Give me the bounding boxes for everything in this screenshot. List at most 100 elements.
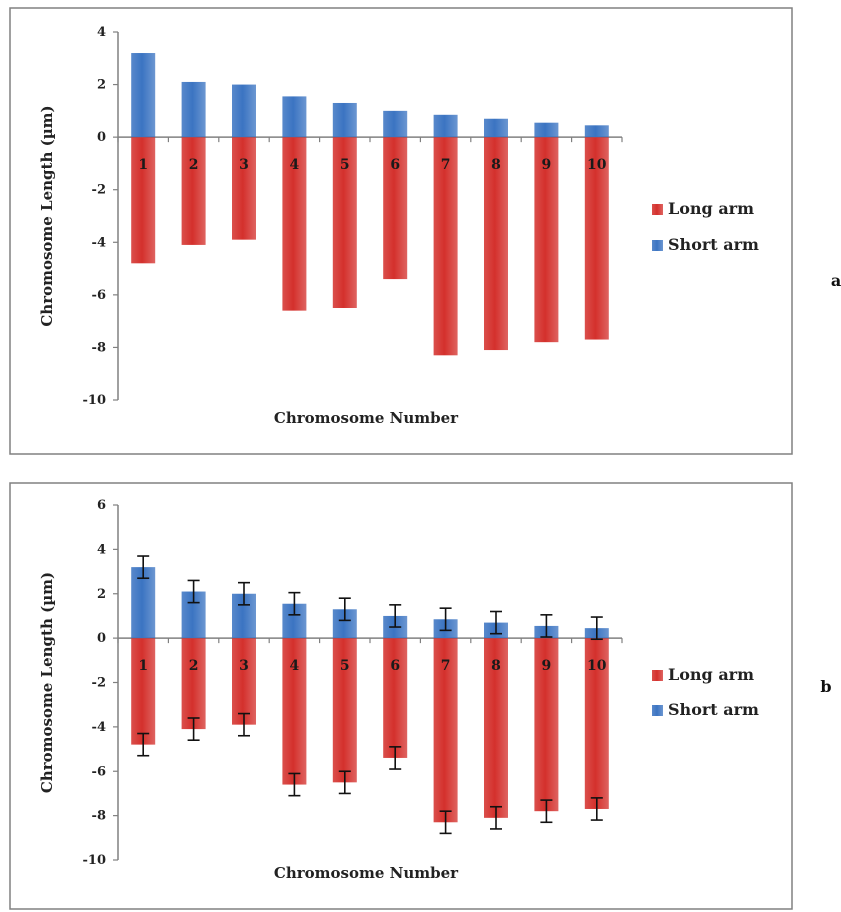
bar-long-arm — [181, 638, 206, 730]
y-tick-label: -8 — [92, 340, 106, 355]
bar-long-arm — [332, 137, 357, 308]
panel-label: a — [831, 271, 841, 290]
bar-long-arm — [383, 137, 408, 280]
bar-long-arm — [232, 137, 256, 240]
y-tick-label: -10 — [83, 393, 107, 408]
chart-a: 4 2 0 -2 -4 -6 -8 -10 1 2 3 4 5 6 7 8 9 10 Chromosome Numb… — [9, 7, 841, 455]
error-bar — [389, 746, 402, 770]
bar-short-arm — [131, 53, 156, 138]
x-tick-label: 9 — [542, 658, 552, 674]
x-tick-label: 1 — [138, 157, 148, 173]
y-tick-label: 4 — [97, 542, 106, 557]
y-axis-title: Chromosome Length (µm) — [38, 105, 56, 326]
bar-long-arm — [383, 638, 408, 758]
y-tick-label: -8 — [92, 809, 106, 824]
bar-short-arm — [181, 81, 206, 138]
y-tick-label: -6 — [92, 764, 106, 779]
y-axis-title: Chromosome Length (µm) — [38, 572, 56, 793]
bar-long-arm — [131, 638, 156, 745]
error-bar — [187, 579, 200, 604]
y-tick-label: 4 — [97, 25, 106, 40]
x-tick-label: 9 — [542, 157, 552, 173]
chart-panel-a: 4 2 0 -2 -4 -6 -8 -10 1 2 3 4 5 6 7 8 9 10 Chromosome Numb… — [9, 7, 841, 455]
bar-long-arm — [584, 638, 609, 809]
legend-swatch — [652, 705, 663, 716]
x-tick-label: 6 — [390, 658, 400, 674]
error-bar — [590, 797, 603, 821]
error-bar — [540, 799, 553, 824]
error-bar — [187, 717, 200, 741]
error-bar — [490, 610, 502, 635]
y-tick-label: -2 — [92, 676, 106, 691]
bar-short-arm — [332, 102, 357, 138]
error-bar — [238, 712, 250, 737]
bar-long-arm — [282, 638, 307, 785]
x-tick-label: 1 — [138, 658, 148, 674]
error-bar — [490, 805, 502, 830]
y-tick-label: -4 — [92, 720, 106, 735]
legend-label: Long arm — [668, 199, 754, 218]
x-tick-label: 2 — [189, 157, 199, 173]
x-tick-label: 4 — [290, 658, 300, 674]
y-tick-label: 0 — [97, 130, 106, 145]
x-tick-label: 3 — [239, 157, 249, 173]
x-tick-label: 5 — [340, 658, 350, 674]
bar-short-arm — [282, 96, 307, 138]
legend-label: Short arm — [668, 700, 759, 719]
x-tick-label: 10 — [587, 658, 607, 674]
x-tick-label: 8 — [491, 658, 501, 674]
y-tick-label: 0 — [97, 631, 106, 646]
bar-long-arm — [282, 137, 307, 311]
error-bar — [540, 614, 553, 638]
error-bar — [137, 732, 150, 757]
legend-label: Long arm — [668, 665, 754, 684]
x-tick-label: 2 — [189, 658, 199, 674]
y-tick-label: 6 — [97, 498, 106, 513]
error-bar — [288, 772, 301, 797]
bar-long-arm — [131, 137, 156, 264]
bar-short-arm — [232, 84, 256, 138]
y-tick-label: -2 — [92, 183, 106, 198]
error-bar — [590, 616, 603, 641]
x-axis-title: Chromosome Number — [274, 864, 459, 882]
x-tick-label: 10 — [587, 157, 607, 173]
legend-swatch — [652, 670, 663, 681]
error-bar — [288, 591, 301, 616]
bar-short-arm — [433, 114, 458, 138]
bar-short-arm — [484, 118, 508, 138]
x-tick-label: 3 — [239, 658, 249, 674]
bar-long-arm — [332, 638, 357, 783]
bar-long-arm — [534, 638, 559, 812]
x-axis-title: Chromosome Number — [274, 409, 459, 427]
bar-long-arm — [484, 137, 508, 351]
bar-long-arm — [433, 137, 458, 356]
x-tick-label: 5 — [340, 157, 350, 173]
x-tick-label: 7 — [441, 658, 451, 674]
chart-b: 6 4 2 0 -2 -4 -6 -8 -10 1 2 3 4 5 6 7 8 9 10 Chromosome Num… — [9, 482, 832, 910]
bar-long-arm — [232, 638, 256, 725]
bar-short-arm — [584, 125, 609, 138]
bar-long-arm — [534, 137, 559, 343]
error-bar — [338, 597, 351, 622]
y-tick-label: -6 — [92, 288, 106, 303]
x-tick-label: 6 — [390, 157, 400, 173]
chart-panel-b: 6 4 2 0 -2 -4 -6 -8 -10 1 2 3 4 5 6 7 8 9 10 Chromosome Num… — [0, 480, 841, 912]
legend-swatch — [652, 240, 663, 251]
bar-long-arm — [584, 137, 609, 340]
error-bar — [439, 607, 452, 632]
error-bar — [137, 555, 150, 580]
legend-label: Short arm — [668, 235, 759, 254]
x-tick-label: 7 — [441, 157, 451, 173]
panel-label: b — [820, 677, 831, 696]
error-bar — [389, 604, 402, 628]
legend-swatch — [652, 204, 663, 215]
y-tick-label: 2 — [97, 587, 106, 602]
error-bar — [439, 810, 452, 835]
y-tick-label: -4 — [92, 235, 106, 250]
error-bar — [338, 770, 351, 795]
error-bar — [238, 581, 250, 606]
bar-short-arm — [534, 122, 559, 138]
bar-long-arm — [484, 638, 508, 818]
bar-short-arm — [383, 110, 408, 138]
y-tick-label: -10 — [83, 853, 107, 868]
